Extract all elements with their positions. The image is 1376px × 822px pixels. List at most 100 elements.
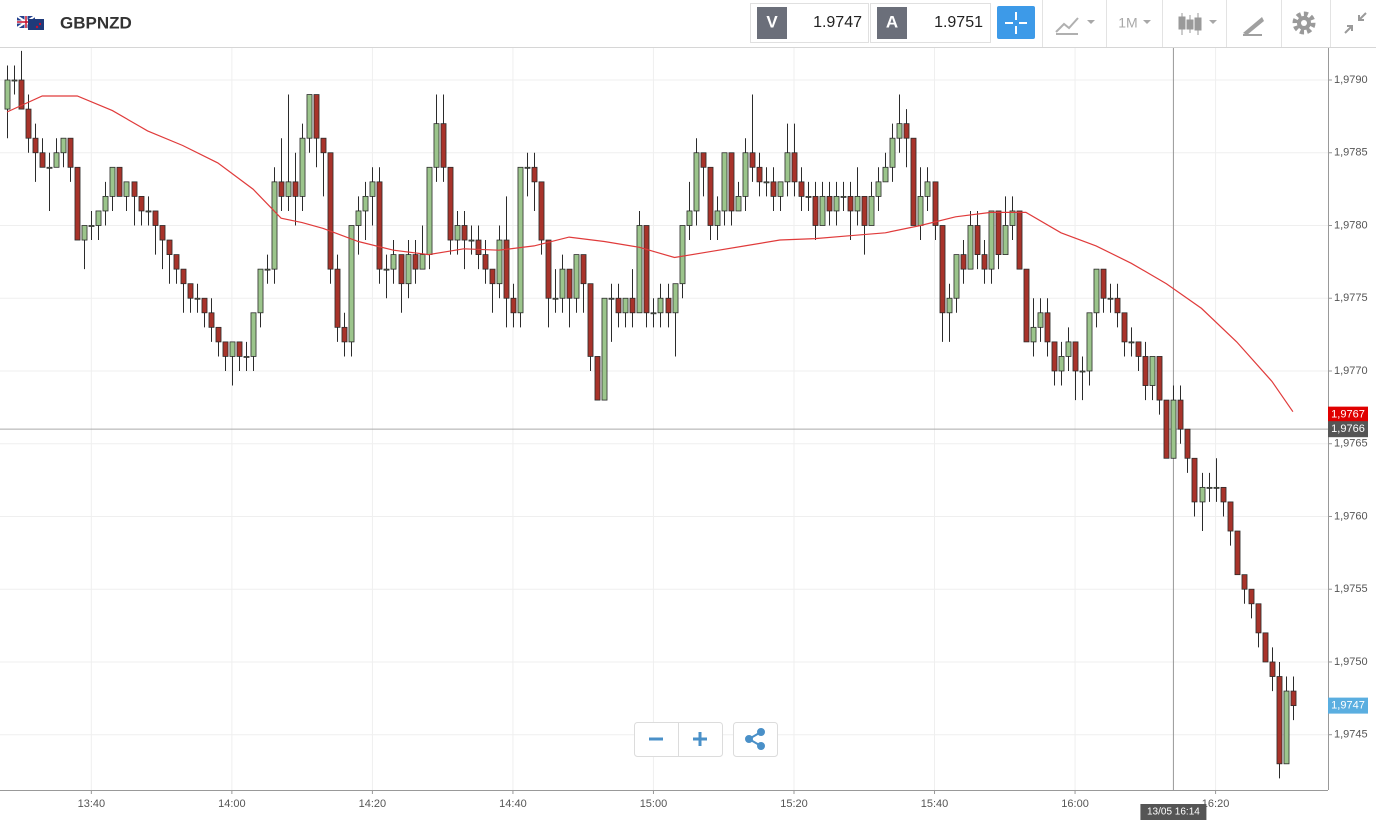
candle-body (1002, 225, 1009, 255)
y-tick-label: 1,9790 (1334, 74, 1368, 86)
y-tick-label: 1,9755 (1334, 583, 1368, 595)
candle-body (742, 152, 749, 197)
candle-body (32, 137, 39, 154)
candle-body (264, 268, 271, 271)
candle-body (138, 195, 145, 212)
ask-price: 1.9751 (934, 14, 983, 31)
candle-body (1213, 486, 1220, 489)
candle-body (545, 239, 552, 299)
candle-body (953, 254, 960, 299)
zoom-in[interactable] (693, 732, 707, 746)
ask-badge (877, 7, 907, 39)
candle-body (250, 312, 257, 357)
draw-tool-button[interactable] (1243, 17, 1264, 36)
candle-body (1016, 210, 1023, 270)
x-tick-label: 16:20 (1202, 798, 1230, 810)
candle-body (67, 137, 74, 168)
candle-body (1163, 399, 1170, 459)
candle-body (728, 152, 735, 212)
candle-body (496, 239, 503, 285)
candle-body (798, 181, 805, 197)
candle-body (327, 152, 334, 270)
y-tick-label: 1,9770 (1334, 365, 1368, 377)
bid-price: 1.9747 (813, 14, 862, 31)
candle-body (1121, 312, 1128, 343)
crosshair-button[interactable] (997, 6, 1035, 39)
candle-body (524, 166, 531, 169)
candle-body (1100, 268, 1107, 299)
candle-body (39, 152, 46, 168)
candle-body (1206, 486, 1213, 489)
x-tick-label: 14:20 (359, 798, 387, 810)
candle-body (348, 225, 355, 343)
x-tick-label: 15:20 (780, 798, 808, 810)
candle-body (1170, 399, 1177, 459)
candle-body (1093, 268, 1100, 314)
candle-body (95, 210, 102, 226)
bid-badge (757, 7, 787, 39)
candle-body (440, 123, 447, 168)
candle-body (657, 297, 664, 314)
candle-body (988, 210, 995, 270)
candle-body (201, 297, 208, 314)
candle-body (1058, 356, 1065, 372)
candle-body (461, 225, 468, 241)
y-tick-label: 1,9745 (1334, 729, 1368, 741)
candle-body (60, 137, 67, 154)
candle-body (566, 268, 573, 299)
candle-body (1283, 690, 1290, 765)
candle-body (88, 225, 95, 227)
candle-body (306, 94, 313, 139)
candle-body (271, 181, 278, 270)
share-button[interactable] (745, 728, 765, 750)
candle-body (46, 166, 53, 169)
candle-body (1234, 530, 1241, 576)
candle-body (53, 152, 60, 168)
candle-body (1255, 603, 1262, 634)
settings-button[interactable] (1292, 11, 1316, 35)
candle-body (749, 152, 756, 168)
candle-style-button[interactable] (1178, 13, 1217, 35)
toolbar (0, 0, 1376, 47)
candle-body (419, 254, 426, 270)
candle-body (145, 210, 152, 213)
candle-body (1290, 690, 1297, 707)
candle-body (573, 254, 580, 299)
timeframe[interactable]: 1M (1118, 15, 1137, 31)
candle-body (608, 297, 615, 300)
collapse-button[interactable] (1344, 12, 1367, 34)
candle-body (1009, 210, 1016, 226)
candle-body (826, 195, 833, 212)
candle-body (285, 181, 292, 197)
crosshair-time-label: 13/05 16:14 (1147, 807, 1200, 818)
candle-body (468, 239, 475, 242)
candle-body (615, 297, 622, 314)
candle-body (1023, 268, 1030, 343)
chart-type-button[interactable] (1055, 17, 1095, 35)
candle-body (679, 225, 686, 285)
candle-body (426, 166, 433, 255)
candle-body (1135, 341, 1142, 357)
candle-body (819, 195, 826, 226)
candle-body (489, 268, 496, 285)
candle-body (166, 239, 173, 255)
candle-body (355, 210, 362, 226)
candle-body (1030, 326, 1037, 343)
crosshair-price-label-box (1328, 421, 1368, 438)
last-price-label: 1,9747 (1331, 700, 1365, 712)
candle-body (482, 254, 489, 270)
candle-body (1248, 588, 1255, 605)
candle-body (1086, 312, 1093, 372)
y-tick-label: 1,9780 (1334, 219, 1368, 231)
candle-body (636, 225, 643, 314)
candle-body (405, 254, 412, 285)
candle-body (412, 254, 419, 270)
candle-body (784, 152, 791, 183)
candle-body (721, 152, 728, 212)
candle-body (756, 166, 763, 183)
candle-body (215, 326, 222, 343)
candle-body (686, 210, 693, 226)
candle-body (510, 297, 517, 314)
candle-body (313, 94, 320, 139)
